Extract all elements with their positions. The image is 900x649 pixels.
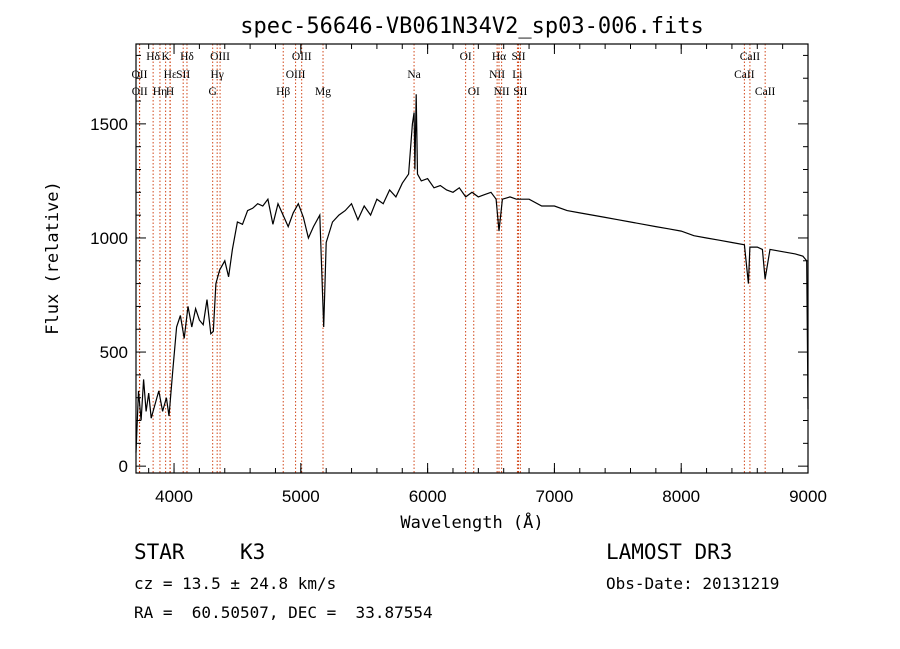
line-label-24: SII xyxy=(513,86,527,98)
x-axis-ticks: 4000 5000 6000 7000 8000 9000 xyxy=(148,44,827,506)
coordinates: RA = 60.50507, DEC = 33.87554 xyxy=(134,603,433,622)
y-axis-ticks: 0 500 1000 1500 xyxy=(90,54,808,476)
x-tick-label-2: 6000 xyxy=(409,487,447,506)
line-label-7: Hδ xyxy=(180,51,194,63)
line-label-17: OI xyxy=(460,51,472,63)
line-label-15: Mg xyxy=(315,86,331,98)
line-label-25: CaII xyxy=(740,51,761,63)
x-tick-label-1: 5000 xyxy=(282,487,320,506)
spectrum-line xyxy=(135,94,809,453)
line-label-9: OIII xyxy=(210,51,230,63)
line-label-1: OII xyxy=(131,69,147,81)
x-tick-label-0: 4000 xyxy=(155,487,193,506)
line-label-14: OIII xyxy=(286,69,306,81)
chart-title: spec-56646-VB061N34V2_sp03-006.fits xyxy=(240,14,704,39)
survey-name: LAMOST DR3 xyxy=(606,540,733,564)
x-tick-label-3: 7000 xyxy=(536,487,574,506)
line-label-11: G xyxy=(209,86,217,98)
y-tick-label-0: 0 xyxy=(119,457,128,476)
line-label-0: Hδ xyxy=(146,51,160,63)
line-label-21: NII xyxy=(494,86,510,98)
line-label-10: Hγ xyxy=(210,69,223,81)
line-label-4: Hε xyxy=(164,69,177,81)
spectral-line-markers xyxy=(138,44,766,473)
line-label-27: CaII xyxy=(755,86,776,98)
x-tick-label-4: 8000 xyxy=(662,487,700,506)
y-tick-label-2: 1000 xyxy=(90,229,128,248)
line-label-12: Hβ xyxy=(276,86,290,98)
line-label-3: K xyxy=(162,51,171,63)
line-label-5: Hη xyxy=(153,86,167,98)
line-label-26: CaII xyxy=(734,69,755,81)
line-label-8: SII xyxy=(176,69,190,81)
obs-date: Obs-Date: 20131219 xyxy=(606,574,780,593)
subclass: K3 xyxy=(240,540,266,564)
line-label-19: Hα xyxy=(492,51,506,63)
line-label-2: OII xyxy=(132,86,148,98)
line-label-13: OIII xyxy=(292,51,312,63)
y-tick-label-1: 500 xyxy=(100,343,128,362)
plot-frame xyxy=(135,43,809,474)
line-label-22: SII xyxy=(512,51,526,63)
x-tick-label-5: 9000 xyxy=(789,487,827,506)
x-axis-label: Wavelength (Å) xyxy=(400,511,543,533)
line-label-16: Na xyxy=(407,69,420,81)
y-axis-label: Flux (relative) xyxy=(43,181,63,335)
y-tick-label-3: 1500 xyxy=(90,115,128,134)
line-label-6: H xyxy=(166,86,174,98)
spectral-line-labels: Hδ OII OII K Hε HηH Hδ SII OIII Hγ G Hβ OIII OIII Mg Na… xyxy=(131,51,775,98)
object-type: STAR xyxy=(134,540,185,564)
line-label-23: Li xyxy=(512,69,522,81)
line-label-18: OI xyxy=(468,86,480,98)
line-label-20: NII xyxy=(489,69,505,81)
redshift-cz: cz = 13.5 ± 24.8 km/s xyxy=(134,574,337,593)
